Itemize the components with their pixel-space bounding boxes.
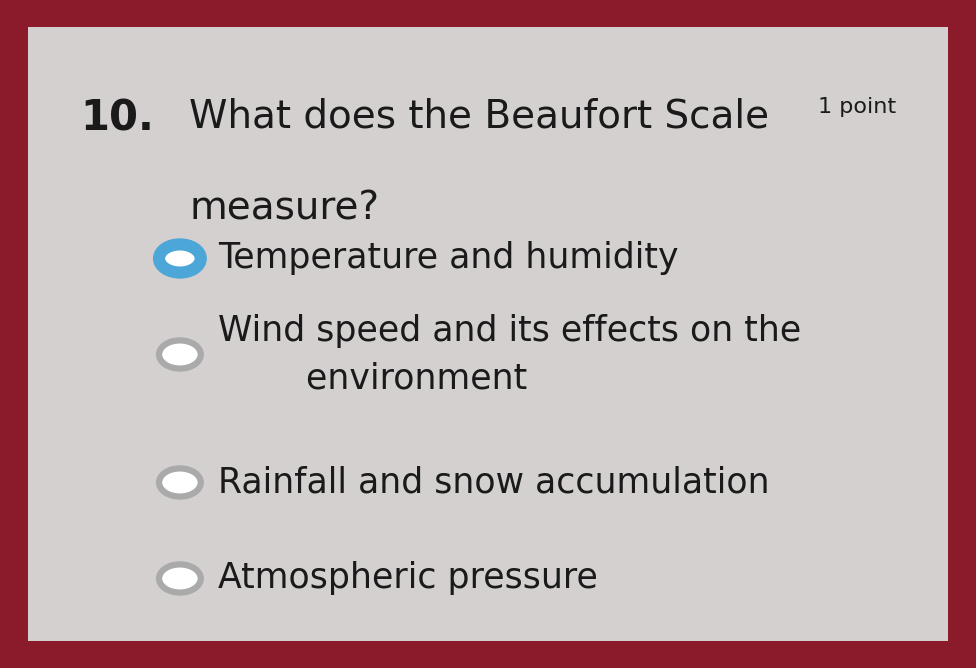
Text: 1 point: 1 point bbox=[818, 98, 896, 117]
Circle shape bbox=[159, 468, 201, 496]
Text: Atmospheric pressure: Atmospheric pressure bbox=[218, 562, 597, 595]
Text: What does the Beaufort Scale: What does the Beaufort Scale bbox=[189, 98, 769, 135]
Text: Temperature and humidity: Temperature and humidity bbox=[218, 241, 678, 275]
FancyBboxPatch shape bbox=[27, 27, 949, 641]
Text: Rainfall and snow accumulation: Rainfall and snow accumulation bbox=[218, 466, 769, 500]
Circle shape bbox=[159, 564, 201, 593]
Text: measure?: measure? bbox=[189, 190, 380, 228]
Circle shape bbox=[159, 341, 201, 369]
Text: Wind speed and its effects on the
        environment: Wind speed and its effects on the enviro… bbox=[218, 314, 801, 395]
Text: 10.: 10. bbox=[80, 98, 154, 139]
Circle shape bbox=[159, 244, 201, 273]
